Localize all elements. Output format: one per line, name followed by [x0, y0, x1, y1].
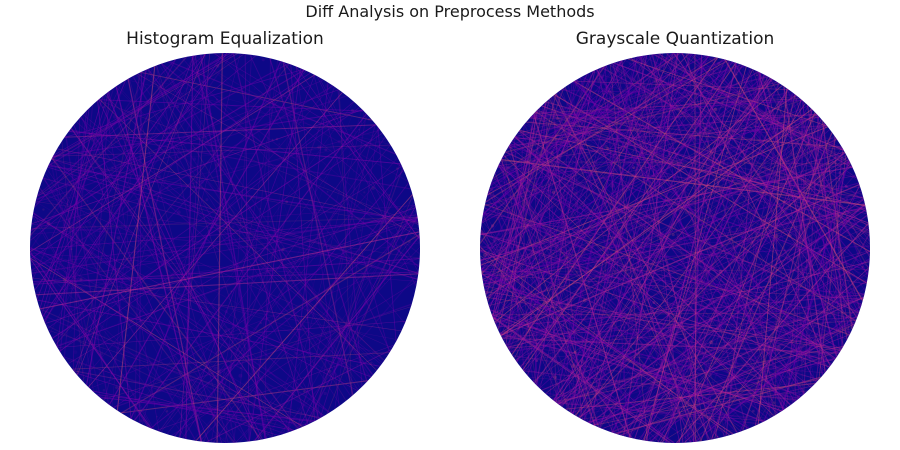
panel-title: Grayscale Quantization: [575, 29, 775, 49]
diff-disc-image: [30, 53, 420, 443]
panel-title: Histogram Equalization: [126, 29, 324, 49]
diff-disc-image: [480, 53, 870, 443]
panel-grayscale-quantization: Grayscale Quantization: [465, 28, 885, 448]
panel-histogram-equalization: Histogram Equalization: [15, 28, 435, 448]
figure-title: Diff Analysis on Preprocess Methods: [305, 2, 595, 21]
